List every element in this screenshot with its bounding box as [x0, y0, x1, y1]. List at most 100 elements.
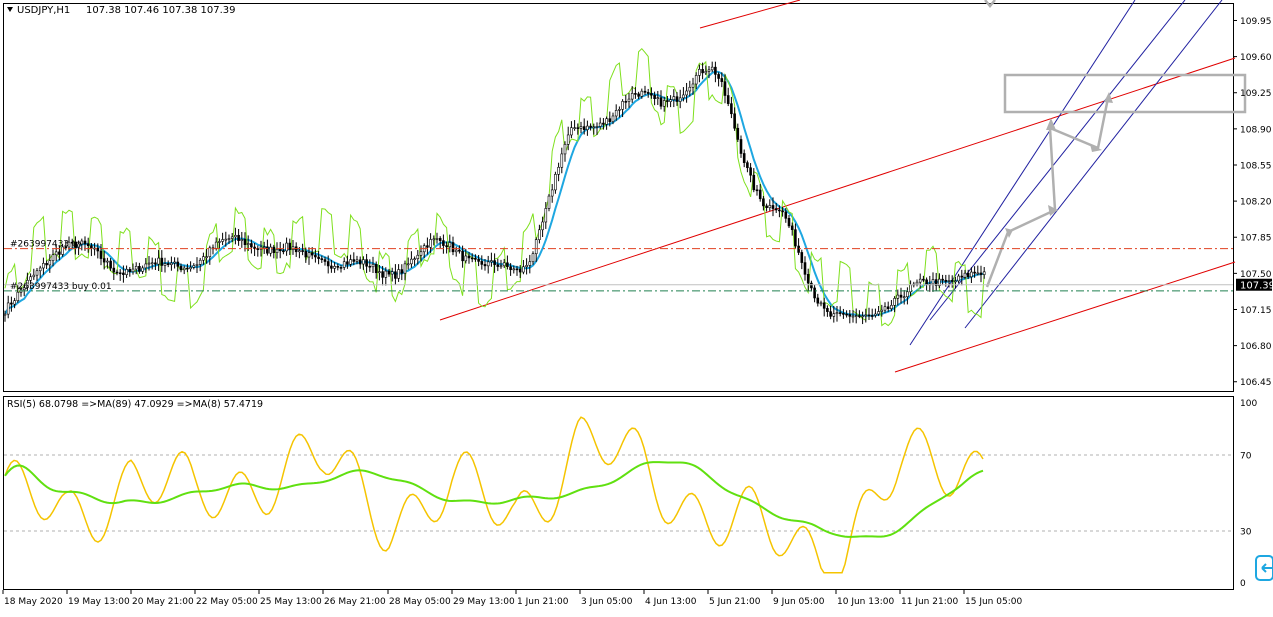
- candle: [720, 72, 724, 88]
- candle: [141, 265, 144, 275]
- candle: [627, 92, 631, 108]
- candle: [938, 273, 941, 289]
- candle: [442, 234, 445, 254]
- candle: [752, 168, 756, 193]
- candle: [701, 62, 704, 80]
- candle: [227, 234, 231, 245]
- price-tick-label: 108.90: [1240, 125, 1272, 135]
- main-panel-frame: [3, 3, 1234, 392]
- candle: [150, 257, 154, 270]
- candle: [464, 248, 468, 264]
- price-tick-label: 107.15: [1240, 306, 1272, 316]
- candle: [29, 273, 32, 289]
- candle: [304, 247, 308, 263]
- candle: [611, 112, 615, 125]
- candle: [454, 246, 458, 257]
- candle: [893, 296, 896, 313]
- candle: [397, 264, 400, 282]
- candle: [563, 141, 567, 162]
- indicator-overlays: [4, 47, 985, 327]
- target-zone-rect[interactable]: [1003, 73, 1247, 114]
- collapse-triangle-icon[interactable]: [7, 7, 13, 12]
- candle: [102, 250, 106, 270]
- candle: [778, 205, 781, 218]
- candle: [35, 267, 39, 282]
- candle: [266, 239, 269, 256]
- arrow-head-5-icon: [1104, 92, 1113, 103]
- candle: [278, 241, 282, 259]
- candle: [970, 267, 973, 284]
- candle: [115, 269, 119, 276]
- channel-middle-line[interactable]: [439, 57, 1236, 321]
- candle: [221, 232, 224, 246]
- candle: [896, 289, 900, 306]
- candle: [902, 290, 906, 305]
- candle: [765, 203, 768, 212]
- candle: [499, 259, 503, 269]
- candle: [877, 305, 880, 317]
- drawing-objects[interactable]: [439, 0, 1247, 373]
- candle: [182, 265, 186, 275]
- candle: [528, 254, 532, 274]
- candle: [374, 261, 378, 279]
- candle: [410, 251, 413, 268]
- candle: [957, 273, 960, 284]
- pitchfork-line-2[interactable]: [929, 0, 1186, 321]
- candle: [426, 237, 429, 255]
- candle: [966, 269, 970, 280]
- candle: [973, 266, 976, 278]
- order-lines[interactable]: #263997433 tp #263997433 buy 0.01: [4, 240, 1233, 292]
- candle: [458, 245, 461, 254]
- candle: [38, 265, 42, 278]
- channel-upper-line[interactable]: [699, 0, 801, 29]
- projection-arrow-path[interactable]: [985, 97, 1110, 288]
- rsi-tick-label: 100: [1240, 399, 1257, 409]
- candle: [64, 241, 68, 251]
- candle: [157, 250, 160, 271]
- channel-lower-line[interactable]: [894, 261, 1236, 373]
- candle: [99, 244, 103, 266]
- candle: [240, 231, 244, 248]
- candle: [445, 241, 448, 254]
- candle: [429, 233, 432, 253]
- arrow-head-1-icon: [1005, 228, 1013, 238]
- candle: [51, 249, 55, 267]
- candle: [739, 135, 743, 158]
- candle: [931, 272, 935, 292]
- time-tick-label: 1 Jun 21:00: [517, 597, 569, 607]
- rsi-panel-frame: [3, 396, 1234, 590]
- pitchfork-line-3[interactable]: [964, 0, 1223, 329]
- candle: [835, 306, 839, 322]
- candle: [576, 123, 580, 135]
- candle: [378, 264, 381, 281]
- candle: [656, 90, 660, 105]
- candle: [192, 263, 196, 270]
- candle: [614, 104, 618, 121]
- candle: [928, 275, 932, 292]
- candle: [637, 91, 640, 100]
- candle: [317, 250, 320, 265]
- candle: [726, 87, 730, 107]
- price-tick-label: 109.95: [1240, 17, 1272, 27]
- candle: [573, 120, 576, 131]
- candle: [342, 257, 346, 271]
- candle: [531, 251, 535, 265]
- candle: [790, 222, 794, 236]
- candle: [883, 302, 887, 314]
- candle: [979, 265, 983, 283]
- candle: [45, 260, 48, 270]
- pitchfork-line-1[interactable]: [909, 0, 1136, 346]
- scroll-shift-button[interactable]: [1255, 555, 1273, 581]
- candle: [118, 269, 122, 281]
- candle: [566, 126, 570, 151]
- time-tick-label: 26 May 21:00: [324, 597, 386, 607]
- candle: [147, 255, 151, 271]
- candle: [486, 255, 490, 274]
- candle: [326, 255, 330, 274]
- price-tick-label: 106.45: [1240, 378, 1272, 388]
- candle: [586, 120, 589, 136]
- time-tick-label: 3 Jun 05:00: [581, 597, 633, 607]
- candle: [368, 259, 372, 272]
- candle-series: [3, 61, 986, 325]
